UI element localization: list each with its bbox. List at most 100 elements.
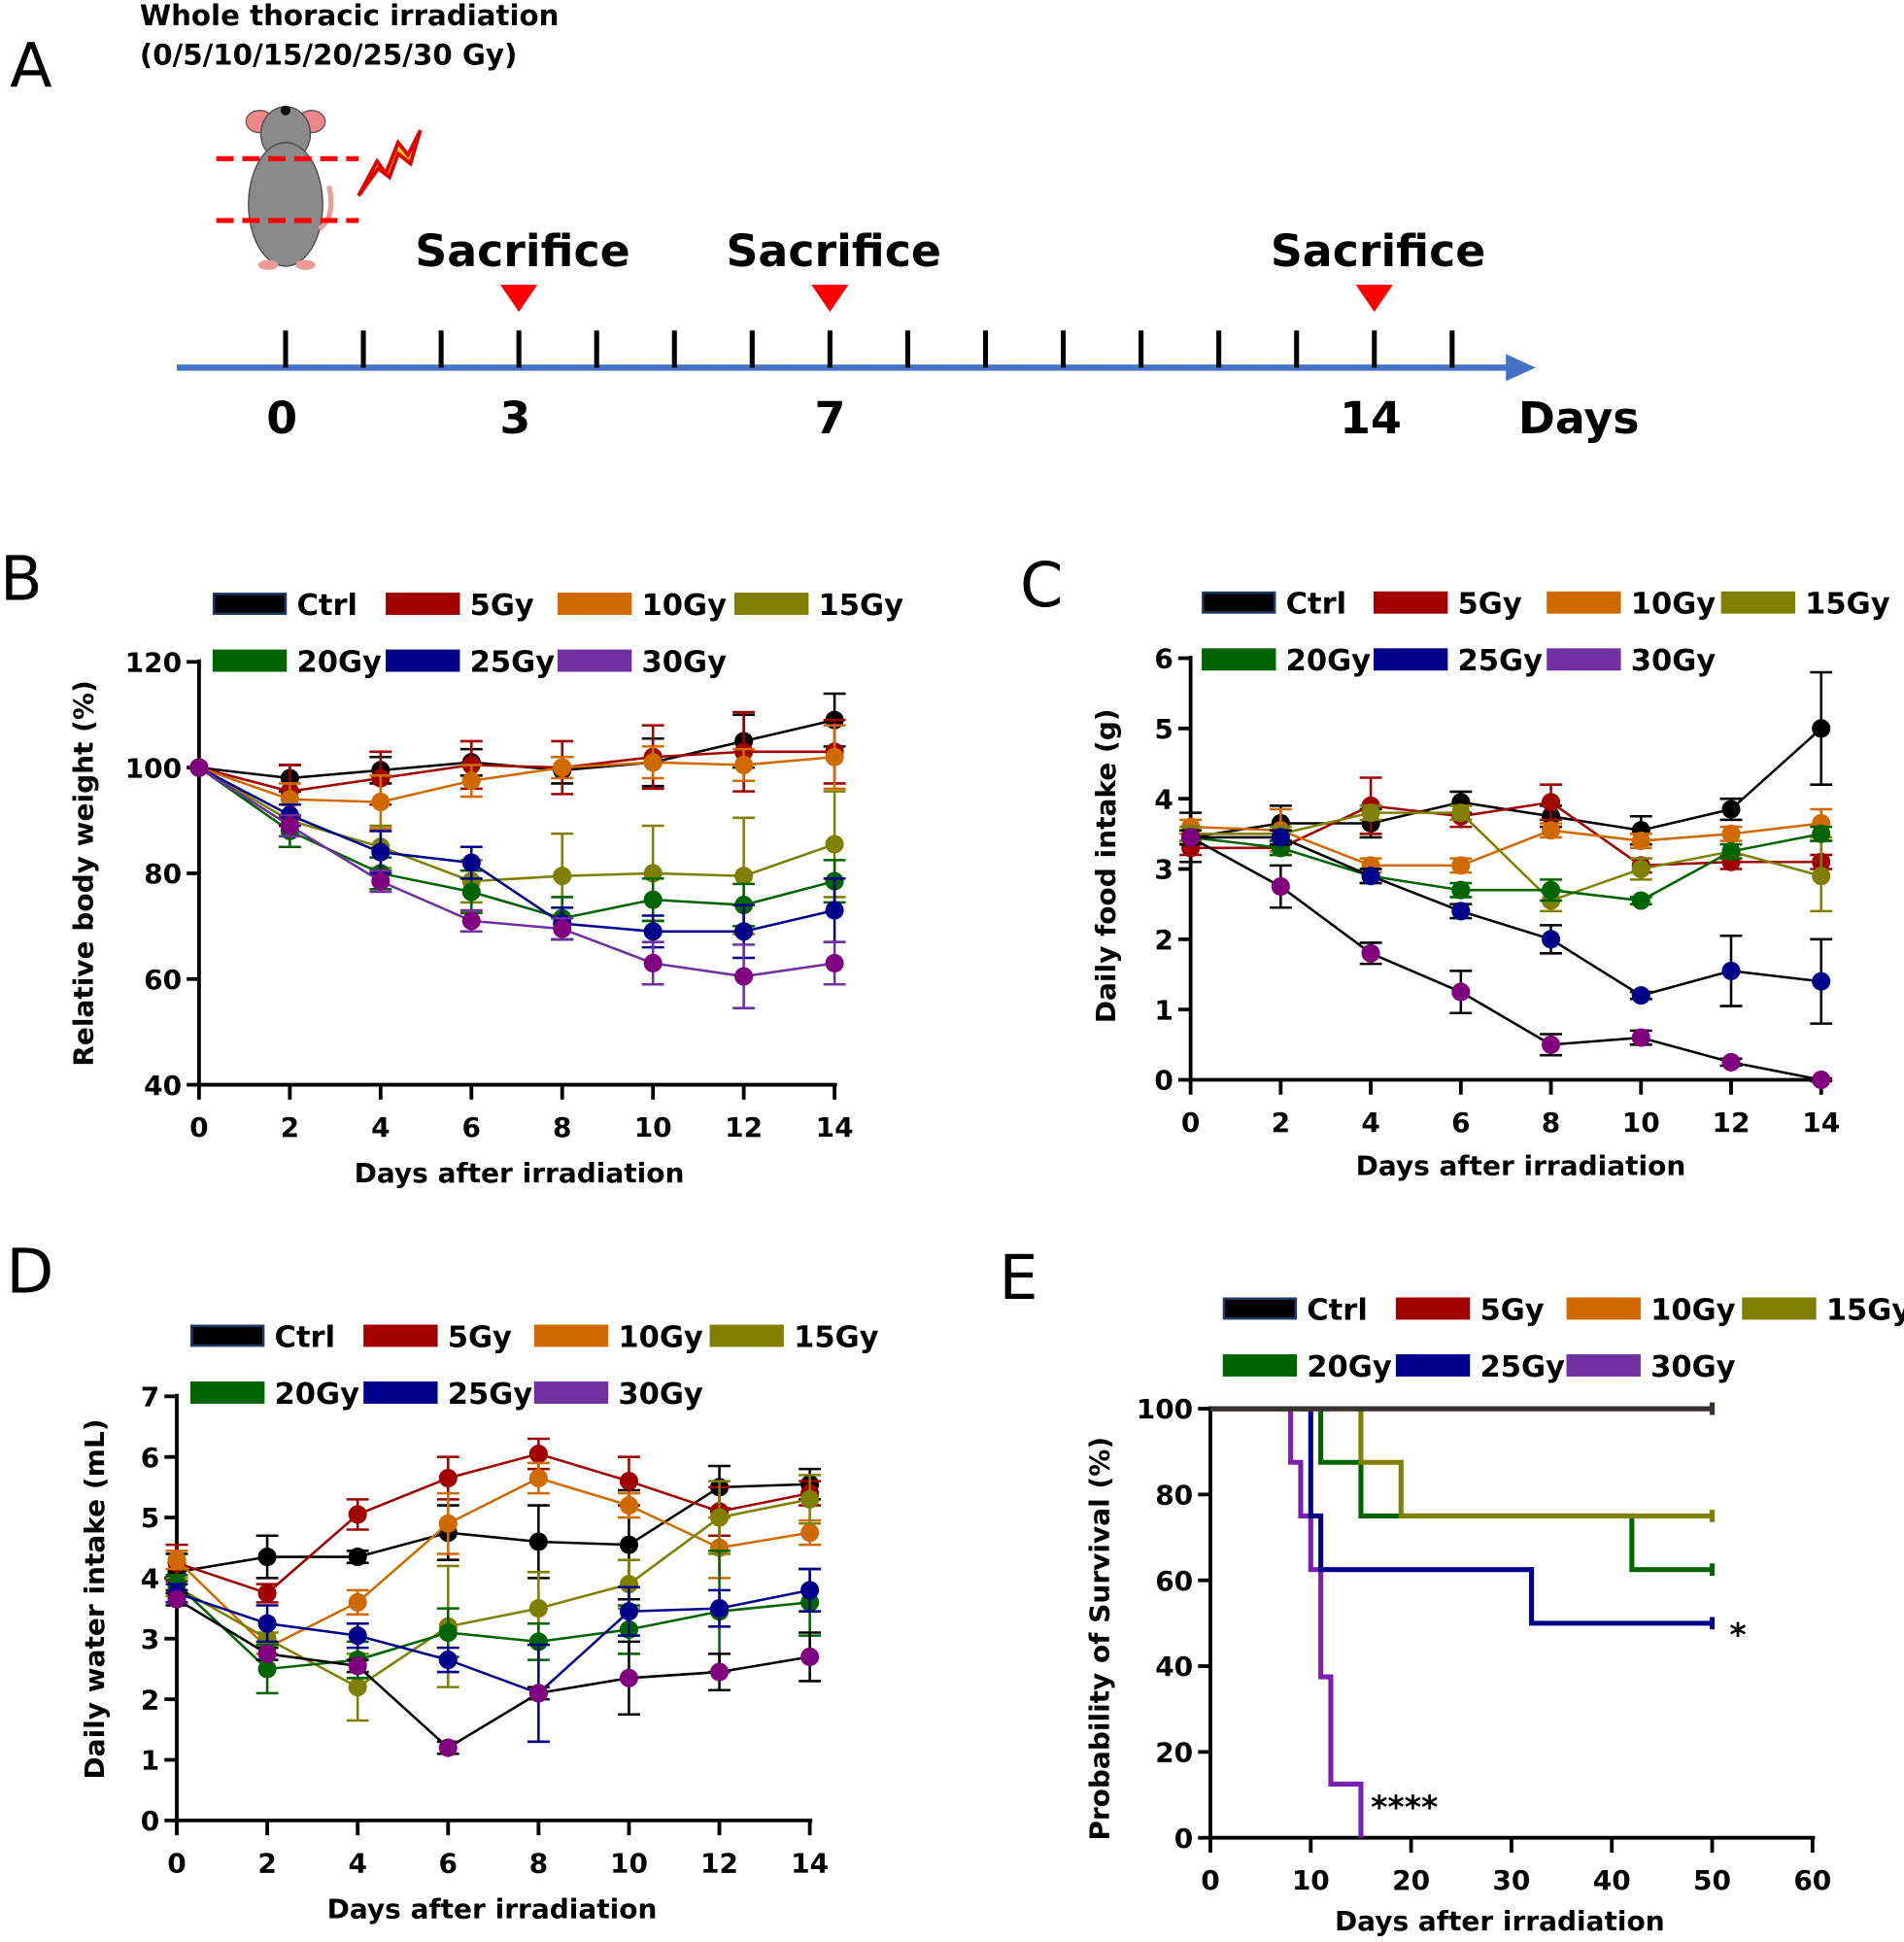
data-point	[1721, 1052, 1741, 1072]
data-point	[709, 1508, 730, 1527]
x-tick-label: 14	[791, 1847, 829, 1879]
legend-label: 20Gy	[1286, 644, 1372, 678]
panel-a: A Whole thoracic irradiation (0/5/10/15/…	[10, 0, 1639, 444]
legend-label: Ctrl	[1286, 588, 1347, 622]
y-axis-label: Daily water intake (mL)	[79, 1419, 111, 1780]
data-point	[619, 1602, 638, 1621]
y-tick-label: 40	[1155, 1651, 1193, 1683]
data-point	[1271, 828, 1290, 847]
y-tick-label: 6	[141, 1442, 159, 1474]
timeline-arrow-icon	[1506, 354, 1536, 382]
data-point	[348, 1678, 367, 1697]
data-point	[167, 1589, 187, 1609]
x-tick-label: 40	[1593, 1864, 1631, 1896]
x-axis-label: Days after irradiation	[1335, 1905, 1665, 1937]
data-point	[1631, 891, 1650, 910]
x-tick-label: 10	[610, 1847, 648, 1879]
data-point	[1812, 719, 1831, 738]
x-tick-label: 4	[1361, 1107, 1379, 1139]
series-30gy	[165, 1589, 822, 1757]
series-line	[176, 1482, 810, 1574]
legend-label: 30Gy	[618, 1378, 703, 1412]
series-line	[176, 1477, 810, 1650]
series-line	[198, 767, 835, 920]
data-point	[461, 911, 481, 931]
legend-swatch	[533, 1324, 609, 1347]
panel-a-title: Whole thoracic irradiation	[140, 0, 560, 32]
y-tick-label: 4	[1154, 783, 1173, 815]
data-point	[348, 1505, 367, 1524]
data-point	[825, 835, 844, 854]
panel-letter: B	[0, 544, 43, 616]
series-ctrl	[1210, 1402, 1716, 1415]
data-point	[528, 1632, 548, 1652]
legend-label: 25Gy	[470, 646, 556, 680]
series-line	[176, 1598, 810, 1750]
data-point	[734, 867, 754, 886]
y-tick-label: 80	[1155, 1480, 1193, 1512]
legend-swatch	[1395, 1354, 1471, 1377]
legend-label: 10Gy	[1631, 588, 1717, 622]
x-tick-label: 12	[725, 1111, 763, 1143]
data-point	[800, 1647, 820, 1667]
data-point	[1631, 986, 1650, 1005]
legend-swatch	[386, 649, 460, 672]
series-line	[1190, 822, 1821, 868]
sacrifice-marker-icon	[811, 285, 849, 313]
day-label: 3	[499, 392, 530, 444]
x-tick-label: 12	[1713, 1107, 1751, 1139]
data-point	[528, 1684, 548, 1703]
legend-swatch	[558, 649, 632, 672]
series-line	[176, 1452, 810, 1595]
y-tick-label: 2	[141, 1684, 159, 1716]
legend-label: 10Gy	[642, 589, 728, 623]
data-point	[1631, 832, 1650, 851]
legend-label: 20Gy	[275, 1378, 360, 1412]
data-point	[528, 1468, 548, 1488]
x-tick-label: 10	[1622, 1107, 1660, 1139]
x-tick-label: 2	[1272, 1107, 1290, 1139]
y-tick-label: 1	[1154, 994, 1173, 1026]
series-line	[176, 1588, 810, 1695]
data-point	[1451, 856, 1471, 875]
panel-letter: A	[10, 30, 52, 102]
data-point	[1631, 1028, 1650, 1047]
data-point	[1721, 841, 1741, 861]
legend-swatch	[1566, 1354, 1641, 1377]
legend-label: 20Gy	[1307, 1350, 1392, 1384]
y-tick-label: 3	[1154, 854, 1173, 886]
data-point	[1451, 902, 1471, 921]
legend-swatch	[1742, 1297, 1817, 1320]
y-tick-label: 4	[141, 1563, 159, 1595]
data-point	[619, 1535, 638, 1554]
mouse-illustration	[245, 105, 334, 270]
timeline-axis-label: Days	[1518, 392, 1640, 444]
data-point	[553, 919, 572, 938]
data-point	[1451, 982, 1471, 1002]
y-tick-label: 100	[1137, 1393, 1193, 1425]
y-tick-label: 2	[1154, 924, 1173, 956]
legend-label: 5Gy	[1479, 1293, 1544, 1327]
series-20gy	[1210, 1406, 1716, 1577]
significance-label: *	[1729, 1616, 1746, 1653]
y-tick-label: 40	[144, 1070, 182, 1102]
data-point	[734, 967, 754, 986]
legend-label: Ctrl	[1307, 1293, 1368, 1327]
legend-swatch	[363, 1324, 438, 1347]
data-point	[257, 1614, 277, 1633]
data-point	[709, 1662, 730, 1682]
x-tick-label: 2	[257, 1847, 276, 1879]
legend-swatch	[212, 593, 288, 615]
y-axis-label: Relative body weight (%)	[67, 680, 99, 1067]
y-tick-label: 20	[1155, 1737, 1193, 1769]
series-30gy	[189, 758, 846, 1009]
data-point	[189, 758, 209, 777]
data-point	[257, 1659, 277, 1679]
survival-curve	[1210, 1406, 1713, 1518]
legend-label: 5Gy	[1458, 588, 1522, 622]
data-point	[257, 1584, 277, 1603]
legend-swatch	[1374, 591, 1448, 614]
legend-label: 5Gy	[448, 1320, 512, 1354]
legend-swatch	[734, 593, 809, 615]
